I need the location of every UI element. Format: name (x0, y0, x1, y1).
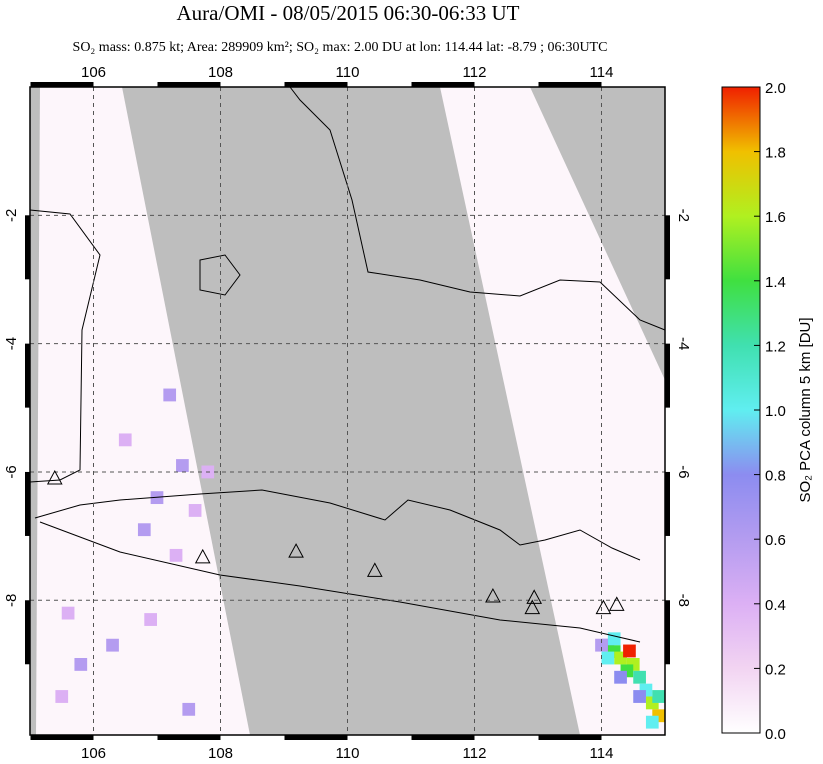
so2-pixel (106, 638, 119, 652)
colorbar-tick-label: 1.8 (765, 145, 786, 162)
colorbar-tick-label: 1.0 (765, 403, 786, 420)
volcano-marker (366, 562, 383, 577)
so2-pixel (176, 459, 189, 472)
y-tick-label: -4 (675, 337, 692, 350)
x-tick-label: 108 (208, 745, 233, 759)
so2-pixel (614, 670, 627, 684)
volcano-marker (595, 599, 612, 615)
y-tick-label: -8 (675, 594, 692, 607)
so2-pixel (633, 690, 646, 703)
frame-tick (284, 82, 348, 87)
so2-pixel (645, 715, 659, 729)
so2-pixel (118, 433, 132, 447)
colorbar-tick-label: 2.0 (765, 80, 786, 97)
frame-tick (665, 215, 670, 280)
x-tick-label: 112 (463, 64, 487, 81)
java-south-coast (39, 521, 641, 643)
x-tick-label: 106 (81, 745, 106, 759)
so2-pixel (163, 388, 177, 402)
frame-tick (284, 735, 348, 740)
colorbar-label: SO₂ PCA column 5 km [DU] (797, 317, 814, 502)
so2-pixel (623, 644, 636, 658)
x-tick-label: 114 (590, 745, 614, 759)
y-tick-label: -4 (3, 337, 20, 350)
frame-tick (157, 82, 221, 87)
subtitle: SO₂ mass: 0.875 kt; Area: 289909 km²; SO… (73, 40, 608, 55)
java-north-coast (34, 489, 641, 561)
no-data-area (122, 87, 580, 735)
so2-pixel (633, 670, 646, 684)
so2-pixel (595, 638, 608, 652)
so2-pixel (607, 632, 621, 646)
frame-tick (25, 215, 30, 280)
so2-pixel (188, 504, 202, 517)
no-data-area (30, 87, 40, 735)
colorbar-tick-label: 0.6 (765, 532, 786, 549)
so2-pixel (144, 613, 157, 626)
so2-pixel (182, 702, 196, 716)
x-tick-label: 108 (208, 64, 233, 81)
frame-tick (25, 471, 30, 536)
x-tick-label: 106 (81, 64, 106, 81)
coastlines (29, 86, 666, 643)
frame-tick (30, 735, 94, 740)
borneo-coast (289, 86, 666, 331)
so2-pixel (137, 523, 151, 537)
y-tick-label: -2 (3, 209, 20, 222)
colorbar-tick-label: 0.8 (765, 468, 786, 485)
y-tick-label: -6 (675, 465, 692, 478)
frame-tick (538, 735, 602, 740)
frame-tick (538, 82, 602, 87)
colorbar-tick-label: 0.2 (765, 661, 786, 678)
volcano-marker (194, 548, 211, 564)
y-tick-label: -8 (3, 594, 20, 607)
frame-tick (411, 735, 475, 740)
frame-tick (665, 600, 670, 665)
map-frame (29, 86, 666, 736)
volcano-marker (46, 469, 63, 485)
frame-tick (665, 343, 670, 408)
so2-pixel (652, 690, 665, 703)
colorbar (721, 86, 761, 734)
title: Aura/OMI - 08/05/2015 06:30-06:33 UT (177, 1, 520, 25)
y-tick-label: -2 (675, 209, 692, 222)
volcano-marker (485, 588, 501, 603)
frame-tick (25, 600, 30, 665)
frame-tick (411, 82, 475, 87)
x-tick-label: 110 (336, 64, 360, 81)
frame-tick (25, 343, 30, 408)
volcano-marker (288, 543, 304, 558)
frame-tick (665, 471, 670, 536)
colorbar-tick-label: 0.0 (765, 726, 786, 743)
colorbar-tick-label: 1.2 (765, 338, 786, 355)
x-tick-label: 114 (590, 64, 614, 81)
so2-pixel (61, 606, 75, 620)
volcano-marker (608, 596, 625, 611)
colorbar-tick-label: 1.6 (765, 209, 786, 226)
x-tick-label: 110 (336, 745, 360, 759)
frame-tick (157, 735, 221, 740)
so2-pixel (169, 548, 183, 562)
colorbar-tick-label: 0.4 (765, 597, 786, 614)
x-tick-label: 112 (463, 745, 487, 759)
no-data-area (530, 87, 665, 380)
frame-tick (30, 82, 94, 87)
so2-pixel (55, 690, 69, 703)
colorbar-tick-label: 1.4 (765, 274, 786, 291)
volcano-marker (524, 599, 541, 615)
y-tick-label: -6 (3, 465, 20, 478)
so2-pixel (74, 658, 88, 671)
so2-pixel (601, 651, 615, 665)
